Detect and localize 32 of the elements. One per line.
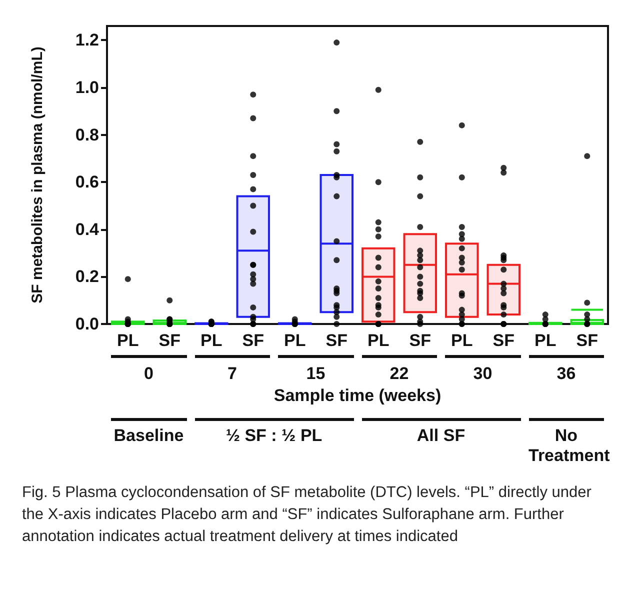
x-tick-label: SF xyxy=(242,331,264,350)
x-tick-label: SF xyxy=(576,331,598,350)
x-tick-label: PL xyxy=(451,331,473,350)
x-tick-label: SF xyxy=(158,331,180,350)
text: Baseline xyxy=(112,426,185,446)
x-tick-label: PL xyxy=(368,331,390,350)
y-tick-label: 1.2 xyxy=(75,30,99,50)
text: No Treatment xyxy=(528,426,610,466)
text: 0 xyxy=(143,364,154,384)
text: 7 xyxy=(226,364,238,384)
text: All SF xyxy=(416,426,466,446)
text: 36 xyxy=(556,364,577,384)
y-tick-label: 0.2 xyxy=(75,267,99,286)
caption: Fig. 5 Plasma cyclocondensation of SF metabolite (DTC) levels. “PL” directly under the X-axis indicates Placebo arm and “SF” indicates Sulforaphane arm. Further annotation indicates actual treatment delivery at times indicated xyxy=(22,483,592,547)
y-tick-label: 0.6 xyxy=(75,172,99,192)
x-tick-label: SF xyxy=(409,331,431,350)
x-axis-title: Sample time (weeks) xyxy=(272,386,442,406)
y-tick-label: 1.0 xyxy=(75,78,99,97)
x-tick-label: PL xyxy=(200,331,222,350)
x-tick-label: SF xyxy=(492,331,514,350)
y-tick-label: 0.4 xyxy=(75,220,100,239)
x-tick-label: PL xyxy=(284,331,306,350)
text: ½ SF : ½ PL xyxy=(224,426,324,446)
text: 30 xyxy=(472,364,494,384)
text: 22 xyxy=(388,364,410,384)
x-tick-label: PL xyxy=(117,331,139,350)
x-tick-label: SF xyxy=(326,331,348,350)
y-tick-label: 0.0 xyxy=(75,314,99,334)
x-tick-label: PL xyxy=(534,331,556,350)
text: 15 xyxy=(305,364,326,384)
y-axis-title: SF metabolites in plasma (nmol/mL) xyxy=(29,46,46,304)
y-tick-label: 0.8 xyxy=(75,125,99,144)
